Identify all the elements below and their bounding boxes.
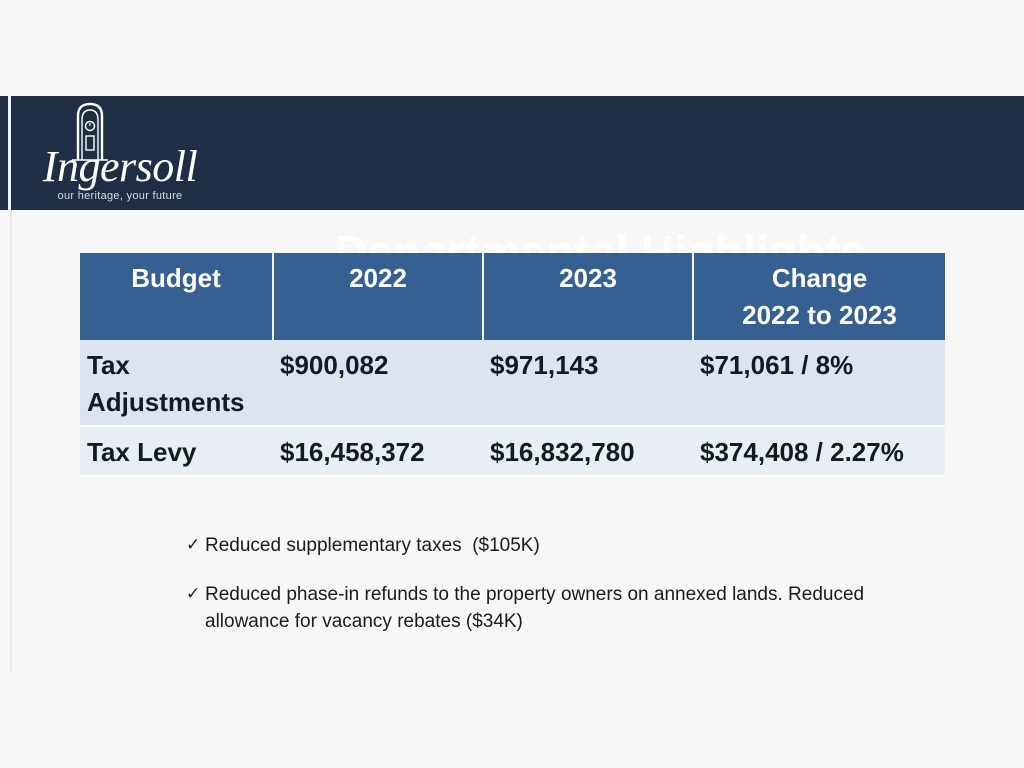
value-change: $374,408 / 2.27% <box>693 426 945 477</box>
value-2023: $16,832,780 <box>483 426 693 477</box>
logo-wordmark: Ingersoll <box>42 142 198 191</box>
list-item: ✓ Reduced supplementary taxes ($105K) <box>186 532 946 559</box>
value-2023: $971,143 <box>483 340 693 427</box>
row-label: Tax Levy <box>80 426 273 477</box>
logo: Ingersoll our heritage, your future <box>20 102 220 206</box>
row-label: Tax Adjustments <box>80 340 273 427</box>
bullet-text: Reduced phase-in refunds to the property… <box>205 584 865 632</box>
bullet-list: ✓ Reduced supplementary taxes ($105K) ✓ … <box>186 532 946 657</box>
bullet-text: Reduced supplementary taxes ($105K) <box>205 535 540 556</box>
table-row: Tax Adjustments $900,082 $971,143 $71,06… <box>80 340 945 427</box>
left-rule <box>10 96 12 672</box>
header-2023: 2023 <box>483 253 694 340</box>
header-change: Change 2022 to 2023 <box>693 253 945 340</box>
table-row: Tax Levy $16,458,372 $16,832,780 $374,40… <box>80 426 945 477</box>
checkmark-icon: ✓ <box>186 535 201 555</box>
header-budget: Budget <box>80 253 274 340</box>
value-change: $71,061 / 8% <box>693 340 945 427</box>
clock-tower-icon <box>72 102 108 161</box>
header-2022: 2022 <box>273 253 484 340</box>
value-2022: $900,082 <box>273 340 483 427</box>
logo-tagline: our heritage, your future <box>57 190 183 202</box>
header-band: Ingersoll our heritage, your future Depa… <box>0 96 1024 278</box>
header-accent <box>8 96 11 210</box>
value-2022: $16,458,372 <box>273 426 483 477</box>
table-header-row: Budget 2022 2023 Change 2022 to 2023 <box>80 253 945 340</box>
budget-table: Budget 2022 2023 Change 2022 to 2023 Tax… <box>80 253 945 477</box>
list-item: ✓ Reduced phase-in refunds to the proper… <box>186 581 946 635</box>
checkmark-icon: ✓ <box>186 584 201 604</box>
